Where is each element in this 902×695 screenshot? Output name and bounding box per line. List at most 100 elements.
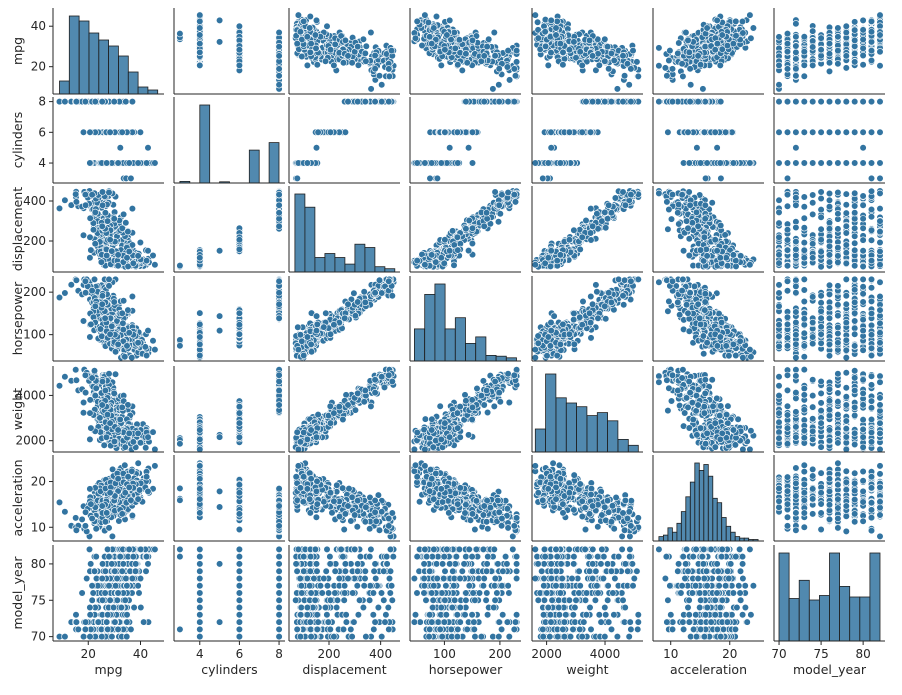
scatter-point (304, 62, 311, 69)
scatter-point (793, 49, 800, 56)
panel-mpg-vs-displacement (289, 8, 400, 94)
scatter-point (860, 36, 867, 43)
scatter-point (428, 160, 435, 167)
scatter-point (860, 27, 867, 34)
scatter-point (557, 40, 564, 47)
scatter-point (532, 12, 539, 19)
scatter-point (697, 61, 704, 68)
scatter-point (730, 40, 737, 47)
scatter-point (695, 53, 702, 60)
hist-bar-mpg-1 (69, 16, 79, 94)
scatter-point (877, 62, 884, 69)
scatter-point (548, 129, 555, 136)
scatter-point (686, 49, 693, 56)
scatter-point (512, 73, 519, 80)
hist-bar-mpg-7 (128, 72, 138, 94)
scatter-point (513, 47, 520, 54)
scatter-point (667, 47, 674, 54)
panel-mpg-vs-acceleration (653, 8, 764, 94)
scatter-point (322, 58, 329, 65)
scatter-point (722, 129, 729, 136)
scatter-point (354, 43, 361, 50)
scatter-point (485, 36, 492, 43)
scatter-point (481, 98, 488, 105)
scatter-point (197, 40, 204, 47)
scatter-point (128, 175, 135, 182)
scatter-point (92, 98, 99, 105)
scatter-point (679, 60, 686, 67)
scatter-point (459, 67, 466, 74)
scatter-point (776, 62, 783, 69)
scatter-point (835, 47, 842, 54)
scatter-point (694, 144, 701, 151)
scatter-point (666, 57, 673, 64)
hist-bar-mpg-0 (60, 81, 70, 94)
scatter-point (313, 144, 320, 151)
scatter-point (378, 82, 385, 89)
scatter-point (843, 129, 850, 136)
scatter-point (602, 58, 609, 65)
hist-bar-cylinders-9 (269, 143, 279, 183)
scatter-point (438, 160, 445, 167)
scatter-point (307, 13, 314, 20)
scatter-point (342, 37, 349, 44)
scatter-point (826, 40, 833, 47)
scatter-point (784, 175, 791, 182)
scatter-point (82, 98, 89, 105)
scatter-point (868, 98, 875, 105)
scatter-point (197, 25, 204, 32)
scatter-point (724, 42, 731, 49)
scatter-point (835, 25, 842, 32)
scatter-point (481, 53, 488, 60)
scatter-point (747, 12, 754, 19)
scatter-point (340, 59, 347, 66)
scatter-point (687, 82, 694, 89)
scatter-point (236, 47, 243, 54)
scatter-point (809, 160, 816, 167)
scatter-point (442, 47, 449, 54)
scatter-point (851, 37, 858, 44)
scatter-point (608, 98, 615, 105)
scatter-point (505, 47, 512, 54)
hist-bar-mpg-3 (89, 33, 99, 94)
scatter-point (851, 50, 858, 57)
scatter-point (776, 98, 783, 105)
hist-bar-mpg-4 (99, 40, 109, 94)
scatter-point (695, 98, 702, 105)
scatter-point (719, 32, 726, 39)
scatter-point (422, 160, 429, 167)
scatter-point (137, 129, 144, 136)
scatter-point (604, 43, 611, 50)
scatter-point (427, 175, 434, 182)
scatter-point (793, 33, 800, 40)
scatter-point (438, 62, 445, 69)
scatter-point (548, 17, 555, 24)
scatter-point (454, 129, 461, 136)
scatter-point (747, 160, 754, 167)
scatter-point (628, 98, 635, 105)
scatter-point (342, 129, 349, 136)
scatter-point (700, 86, 707, 93)
scatter-point (835, 60, 842, 67)
scatter-point (56, 205, 63, 212)
scatter-point (80, 129, 87, 136)
scatter-point (621, 73, 628, 80)
scatter-point (490, 86, 497, 93)
scatter-point (119, 129, 126, 136)
scatter-point (702, 43, 709, 50)
scatter-point (360, 36, 367, 43)
scatter-point (464, 59, 471, 66)
scatter-point (602, 98, 609, 105)
scatter-point (414, 160, 421, 167)
scatter-point (276, 53, 283, 60)
scatter-point (877, 48, 884, 55)
scatter-point (505, 98, 512, 105)
scatter-point (784, 66, 791, 73)
scatter-point (801, 33, 808, 40)
scatter-point (717, 98, 724, 105)
scatter-point (784, 40, 791, 47)
scatter-point (446, 144, 453, 151)
scatter-point (860, 45, 867, 52)
panel-cylinders-vs-model_year (774, 97, 885, 183)
